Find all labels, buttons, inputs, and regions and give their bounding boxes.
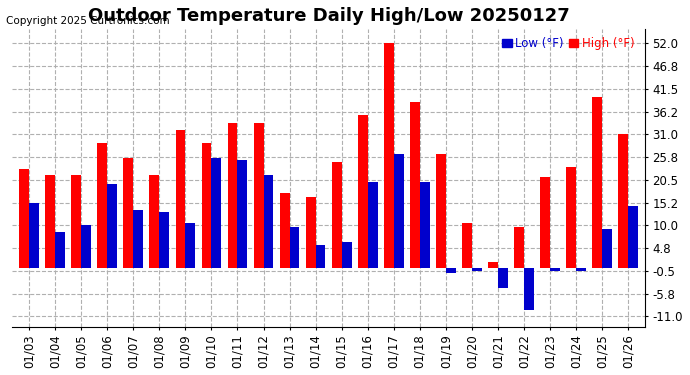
Text: Copyright 2025 Curtronics.com: Copyright 2025 Curtronics.com xyxy=(6,16,170,26)
Bar xyxy=(628,206,638,268)
Bar xyxy=(550,268,560,271)
Bar xyxy=(514,227,524,268)
Bar xyxy=(368,182,377,268)
Bar xyxy=(306,197,315,268)
Bar xyxy=(201,143,211,268)
Bar xyxy=(254,123,264,268)
Bar xyxy=(497,268,508,288)
Bar xyxy=(592,97,602,268)
Bar xyxy=(472,268,482,271)
Bar xyxy=(315,244,326,268)
Legend: Low (°F), High (°F): Low (°F), High (°F) xyxy=(497,32,639,55)
Bar xyxy=(420,182,430,268)
Bar xyxy=(228,123,237,268)
Bar xyxy=(384,43,394,268)
Bar xyxy=(618,134,628,268)
Bar xyxy=(394,154,404,268)
Bar xyxy=(71,175,81,268)
Bar xyxy=(446,268,455,273)
Bar xyxy=(150,175,159,268)
Bar xyxy=(290,227,299,268)
Bar xyxy=(540,177,550,268)
Bar xyxy=(332,162,342,268)
Bar xyxy=(342,243,351,268)
Bar xyxy=(108,184,117,268)
Bar xyxy=(357,115,368,268)
Bar xyxy=(264,175,273,268)
Bar xyxy=(97,143,108,268)
Bar xyxy=(186,223,195,268)
Bar xyxy=(19,169,29,268)
Bar xyxy=(46,175,55,268)
Bar xyxy=(55,232,65,268)
Bar xyxy=(81,225,91,268)
Bar xyxy=(279,193,290,268)
Bar xyxy=(29,204,39,268)
Bar xyxy=(211,158,221,268)
Title: Outdoor Temperature Daily High/Low 20250127: Outdoor Temperature Daily High/Low 20250… xyxy=(88,7,569,25)
Bar xyxy=(602,230,612,268)
Bar xyxy=(488,262,497,268)
Bar xyxy=(133,210,144,268)
Bar xyxy=(175,130,186,268)
Bar xyxy=(576,268,586,271)
Bar xyxy=(237,160,248,268)
Bar xyxy=(524,268,534,310)
Bar xyxy=(566,166,576,268)
Bar xyxy=(410,102,420,268)
Bar xyxy=(436,154,446,268)
Bar xyxy=(159,212,169,268)
Bar xyxy=(462,223,472,268)
Bar xyxy=(124,158,133,268)
